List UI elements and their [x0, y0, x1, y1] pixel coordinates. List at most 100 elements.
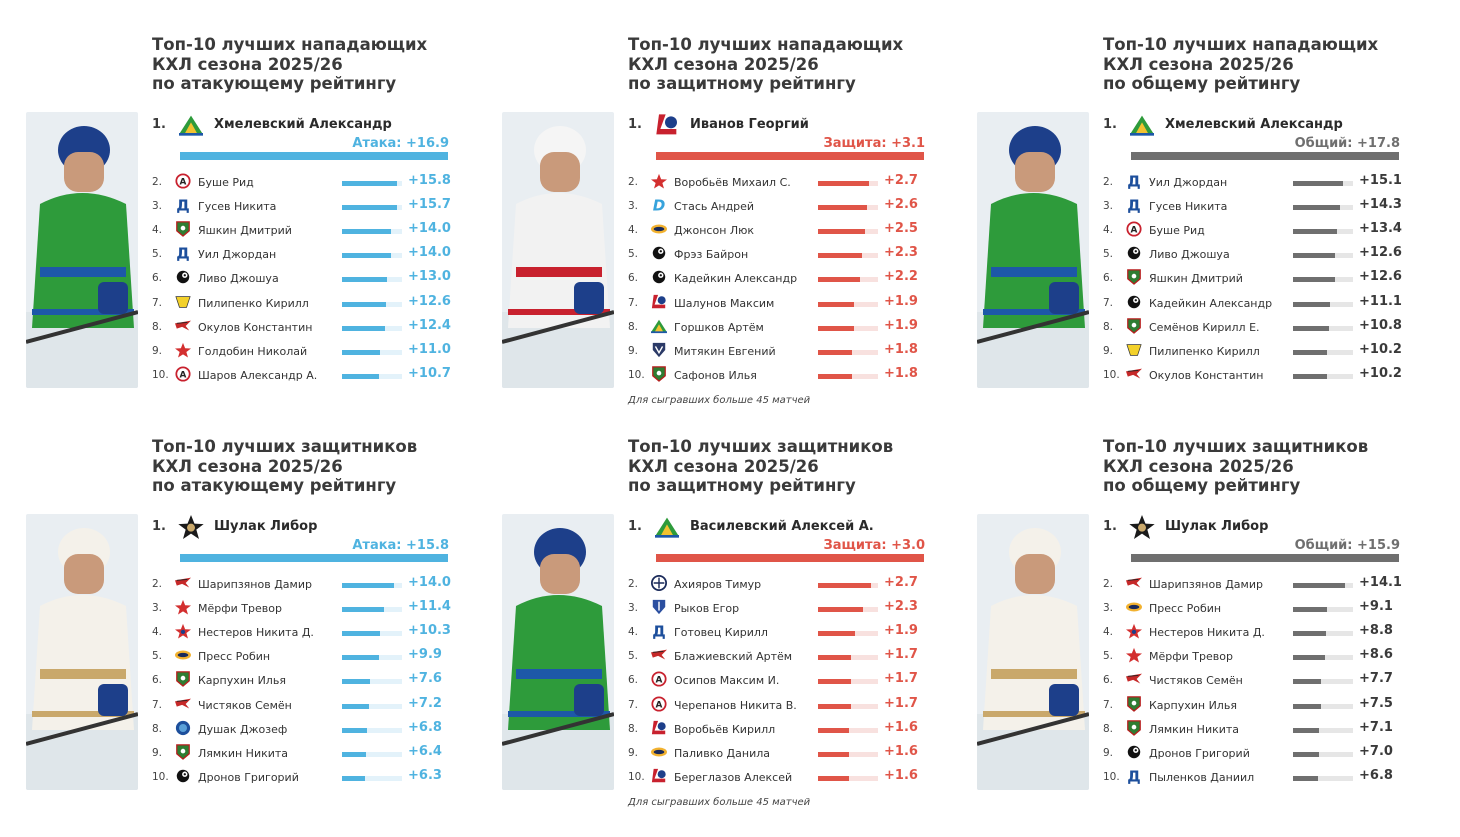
dynamo-logo-icon: Д	[650, 623, 668, 641]
leader-rank: 1.	[628, 519, 642, 534]
list-item: 6. Ливо Джошуа +13.0	[152, 266, 452, 290]
player-name: Лямкин Никита	[1149, 722, 1240, 736]
lokomotiv-logo-icon	[650, 768, 668, 784]
row-rank: 8.	[628, 320, 639, 333]
list-item: 4. Яшкин Дмитрий +14.0	[152, 218, 452, 242]
list-item: 8. Лямкин Никита +7.1	[1103, 717, 1403, 741]
barys-logo-icon	[174, 720, 192, 736]
leader-score-label: Общий: +17.8	[1294, 136, 1400, 151]
row-rank: 2.	[152, 176, 163, 188]
bar	[342, 373, 379, 379]
bar	[818, 751, 849, 757]
akbars-logo-icon	[174, 221, 192, 238]
data-label: +6.3	[408, 767, 442, 783]
player-photo	[502, 514, 614, 790]
data-label: +1.7	[884, 671, 918, 687]
akbars-logo-icon	[174, 671, 192, 688]
avangard-logo-icon: A	[174, 366, 192, 382]
data-label: +1.9	[884, 623, 918, 639]
traktor-logo-icon	[174, 768, 192, 784]
panel-def-defense: Топ-10 лучших защитников КХЛ сезона 2025…	[502, 437, 942, 837]
bar-track	[818, 751, 878, 757]
salavat-logo-icon	[650, 318, 668, 334]
list-item: 4. Д Готовец Кирилл +1.9	[628, 620, 928, 644]
list-item: 2. Ахияров Тимур +2.7	[628, 572, 928, 596]
bar-track	[1293, 349, 1353, 355]
bar-track	[818, 301, 878, 307]
bar-track	[342, 631, 402, 637]
data-label: +8.6	[1359, 647, 1393, 663]
bar-track	[818, 583, 878, 588]
list-item: 2. Д Уил Джордан +15.1	[1103, 170, 1403, 194]
row-rank: 4.	[152, 224, 163, 237]
bar	[818, 727, 849, 733]
player-name: Ливо Джошуа	[1149, 248, 1230, 262]
list-item: 4. Джонсон Люк +2.5	[628, 218, 928, 242]
row-rank: 6.	[152, 272, 163, 285]
bar	[818, 349, 852, 355]
bar	[342, 349, 380, 355]
player-name: Блажиевский Артём	[674, 650, 793, 664]
row-rank: 3.	[152, 200, 163, 213]
row-rank: 7.	[1103, 698, 1114, 711]
leader-name: Шулак Либор	[1165, 519, 1269, 534]
metallurg-logo-icon	[650, 647, 668, 663]
data-label: +11.1	[1359, 293, 1402, 309]
leader-name: Шулак Либор	[214, 519, 318, 534]
bar	[1293, 655, 1325, 661]
bar-track	[342, 703, 402, 709]
data-label: +1.7	[884, 647, 918, 663]
row-rank: 3.	[628, 200, 639, 213]
row-rank: 5.	[628, 650, 639, 663]
list-item: 6. Карпухин Илья +7.6	[152, 668, 452, 692]
bar	[342, 583, 394, 588]
chart-title: Топ-10 лучших нападающих КХЛ сезона 2025…	[628, 35, 904, 93]
spartak-logo-icon	[1125, 647, 1143, 663]
row-rank: 3.	[152, 602, 163, 615]
player-name: Уил Джордан	[198, 248, 277, 262]
data-label: +14.0	[408, 575, 451, 590]
row-rank: 8.	[1103, 320, 1114, 333]
bar-track	[1293, 703, 1353, 709]
data-label: +10.7	[408, 365, 451, 381]
bar	[818, 205, 867, 211]
data-label: +1.8	[884, 341, 918, 357]
bar-track	[342, 229, 402, 235]
bar	[1293, 229, 1337, 235]
data-label: +2.7	[884, 575, 918, 590]
row-rank: 5.	[628, 248, 639, 261]
bar-track	[818, 325, 878, 331]
player-name: Пилипенко Кирилл	[198, 296, 309, 310]
leader-name: Хмелевский Александр	[214, 117, 392, 132]
torpedo-logo-icon	[1125, 599, 1143, 615]
bar-track	[818, 277, 878, 283]
player-photo	[26, 514, 138, 790]
leader-score-label: Общий: +15.9	[1294, 538, 1400, 553]
bar	[1293, 349, 1327, 355]
bar	[1293, 703, 1321, 709]
data-label: +2.3	[884, 245, 918, 261]
leader-name: Василевский Алексей А.	[690, 519, 874, 534]
player-name: Готовец Кирилл	[674, 626, 768, 640]
player-name: Семёнов Кирилл Е.	[1149, 320, 1260, 334]
spartak-logo-icon	[174, 599, 192, 615]
row-rank: 7.	[628, 698, 639, 711]
list-item: 7. Пилипенко Кирилл +12.6	[152, 291, 452, 315]
player-name: Пресс Робин	[198, 650, 271, 664]
bar-track	[1293, 325, 1353, 331]
row-rank: 9.	[152, 344, 163, 357]
leader-name: Хмелевский Александр	[1165, 117, 1343, 132]
bar-track	[342, 655, 402, 661]
svg-text:Д: Д	[1127, 173, 1140, 189]
leader-score-label: Атака: +16.9	[352, 136, 449, 151]
list-item: 7. A Черепанов Никита В. +1.7	[628, 693, 928, 717]
metallurg-logo-icon	[1125, 671, 1143, 687]
list-item: 6. Кадейкин Александр +2.2	[628, 266, 928, 290]
bar	[818, 679, 851, 685]
bar-track	[1293, 301, 1353, 307]
data-label: +12.6	[408, 293, 451, 309]
player-name: Чистяков Семён	[1149, 674, 1243, 688]
leader-row: 1. Шулак Либор	[152, 515, 452, 539]
data-label: +1.9	[884, 317, 918, 333]
row-rank: 2.	[152, 578, 163, 590]
